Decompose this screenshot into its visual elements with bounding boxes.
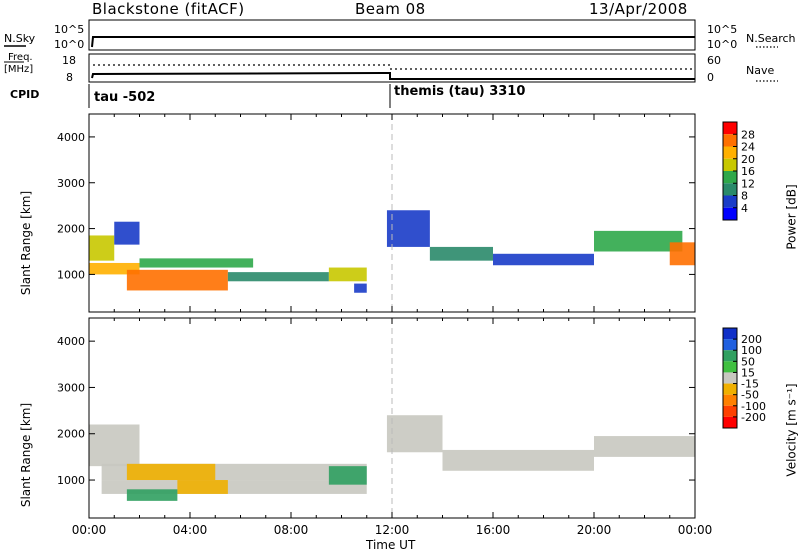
velocity-colorbar-tick-label: -50: [741, 389, 759, 402]
power-cell: [114, 221, 140, 245]
x-axis-label: Time UT: [366, 538, 416, 552]
power-ytick-label: 1000: [57, 268, 85, 281]
nsky-panel: [88, 19, 696, 51]
velocity-cell: [89, 424, 140, 467]
nsky-label: N.Sky: [4, 32, 36, 45]
power-ytick-label: 4000: [57, 131, 85, 144]
cpid-text-1: tau -502: [94, 90, 156, 105]
power-colorbar-segment: [723, 122, 737, 135]
x-tick-label: 12:00: [375, 523, 410, 537]
nave-tick-top: 60: [707, 54, 721, 67]
power-colorbar-segment: [723, 207, 737, 220]
velocity-ytick-label: 2000: [57, 428, 85, 441]
freq-line: [91, 71, 695, 80]
velocity-cell: [594, 436, 695, 457]
power-cell: [594, 230, 683, 252]
nsky-tick-top: 10^5: [54, 23, 85, 36]
nave-tick-bottom: 0: [707, 71, 714, 84]
power-cell: [328, 267, 367, 282]
velocity-ytick-label: 1000: [57, 474, 85, 487]
power-colorbar-segment: [723, 171, 737, 184]
nsky-line: [91, 36, 695, 48]
power-ytick-label: 3000: [57, 177, 85, 190]
power-colorbar-segment: [723, 183, 737, 196]
cpid-text-2: themis (tau) 3310: [394, 84, 526, 99]
power-ylabel: Slant Range [km]: [19, 190, 34, 296]
x-tick-label: 08:00: [274, 523, 309, 537]
power-cell: [669, 242, 695, 266]
velocity-colorbar-segment: [723, 416, 737, 428]
nave-label: Nave: [746, 64, 775, 77]
velocity-colorbar-tick-label: -200: [741, 411, 766, 424]
velocity-colorbar-tick-label: 15: [741, 366, 755, 379]
freq-unit: [MHz]: [4, 64, 34, 75]
velocity-colorbar-segment: [723, 383, 737, 395]
x-tick-label: 20:00: [577, 523, 612, 537]
velocity-colorbar-tick-label: -15: [741, 378, 759, 391]
velocity-colorbar-tick-label: 50: [741, 355, 755, 368]
freq-tick-top: 18: [62, 54, 76, 67]
x-tick-label: 00:00: [72, 523, 107, 537]
power-cell: [493, 253, 594, 266]
x-tick-label: 04:00: [173, 523, 208, 537]
power-colorbar-tick-label: 4: [741, 202, 748, 215]
velocity-colorbar-frame: [722, 327, 738, 429]
velocity-colorbar-tick-label: -100: [741, 400, 766, 413]
velocity-cell: [442, 449, 594, 471]
power-colorbar-label: Power [dB]: [784, 184, 799, 250]
x-tick-label: 16:00: [476, 523, 511, 537]
velocity-cell: [126, 463, 216, 481]
velocity-cell: [386, 415, 443, 453]
date-title: 13/Apr/2008: [589, 0, 688, 18]
beam-title: Beam 08: [355, 0, 426, 18]
power-cell: [429, 246, 493, 261]
velocity-ytick-label: 4000: [57, 335, 85, 348]
power-colorbar-tick-label: 12: [741, 177, 755, 190]
power-ytick-label: 2000: [57, 223, 85, 236]
velocity-cell: [177, 480, 228, 494]
power-colorbar-tick-label: 24: [741, 141, 755, 154]
freq-panel: [88, 53, 696, 83]
velocity-cell: [126, 489, 178, 501]
power-cell: [227, 272, 329, 282]
power-cell: [89, 262, 140, 275]
power-colorbar-segment: [723, 195, 737, 208]
velocity-ylabel: Slant Range [km]: [19, 402, 34, 508]
velocity-colorbar-segment: [723, 372, 737, 384]
velocity-ytick-label: 3000: [57, 381, 85, 394]
power-cell: [386, 210, 430, 247]
velocity-colorbar-segment: [723, 339, 737, 351]
power-colorbar-segment: [723, 158, 737, 171]
freq-label: Freq.: [8, 52, 33, 63]
power-colorbar-tick-label: 28: [741, 128, 755, 141]
velocity-colorbar-segment: [723, 361, 737, 373]
nsearch-tick-bottom: 10^0: [707, 38, 738, 51]
velocity-cell: [328, 466, 367, 485]
power-cell: [126, 269, 228, 291]
power-cell: [89, 235, 115, 261]
velocity-colorbar-segment: [723, 328, 737, 340]
power-colorbar-tick-label: 8: [741, 190, 748, 203]
x-tick-label: 00:00: [678, 523, 713, 537]
power-colorbar-tick-label: 16: [741, 165, 755, 178]
station-title: Blackstone (fitACF): [92, 0, 245, 18]
velocity-colorbar-segment: [723, 394, 737, 406]
nsky-tick-bottom: 10^0: [54, 38, 85, 51]
power-cell: [139, 258, 254, 268]
velocity-colorbar-segment: [723, 405, 737, 417]
freq-tick-bottom: 8: [66, 71, 73, 84]
velocity-colorbar-tick-label: 100: [741, 344, 762, 357]
velocity-colorbar-tick-label: 200: [741, 333, 762, 346]
power-colorbar-segment: [723, 146, 737, 159]
nsearch-label: N.Search: [746, 32, 796, 45]
power-colorbar-tick-label: 20: [741, 153, 755, 166]
nsearch-tick-top: 10^5: [707, 23, 738, 36]
power-colorbar-segment: [723, 134, 737, 147]
velocity-colorbar-label: Velocity [m s⁻¹]: [784, 383, 799, 477]
cpid-label: CPID: [10, 88, 40, 101]
power-cell: [354, 283, 367, 293]
velocity-colorbar-segment: [723, 350, 737, 362]
